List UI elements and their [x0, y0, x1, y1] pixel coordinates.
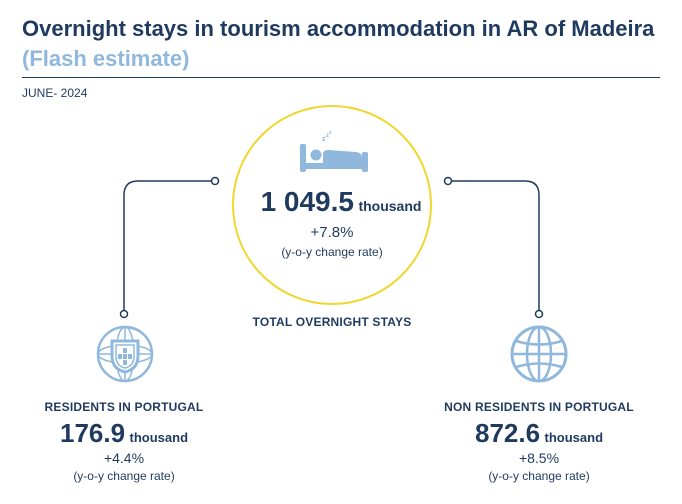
non-residents-value-line: 872.6 thousand — [439, 418, 639, 449]
globe-icon — [510, 325, 568, 383]
residents-value-line: 176.9 thousand — [24, 418, 224, 449]
left-connector — [123, 180, 215, 313]
right-connector-top-dot — [443, 176, 453, 186]
reference-date: JUNE- 2024 — [22, 86, 88, 100]
total-change-note: (y-o-y change rate) — [281, 245, 383, 259]
svg-text:z: z — [329, 130, 332, 136]
residents-value: 176.9 — [59, 418, 126, 448]
non-residents-unit: thousand — [544, 430, 604, 445]
total-highlight-circle — [232, 105, 432, 305]
right-connector — [448, 180, 540, 313]
total-label: TOTAL OVERNIGHT STAYS — [252, 315, 412, 329]
right-connector-bottom-dot — [534, 309, 544, 319]
bed-icon: z z z — [300, 130, 368, 172]
non-residents-label: NON RESIDENTS IN PORTUGAL — [444, 400, 634, 414]
left-connector-bottom-dot — [119, 309, 129, 319]
non-residents-change-note: (y-o-y change rate) — [488, 469, 590, 483]
title-divider — [22, 77, 660, 78]
total-change: +7.8% — [310, 224, 354, 241]
residents-change: +4.4% — [103, 450, 145, 466]
residents-change-note: (y-o-y change rate) — [73, 469, 175, 483]
residents-unit: thousand — [129, 430, 189, 445]
portugal-coat-of-arms-icon — [96, 325, 154, 383]
residents-label: RESIDENTS IN PORTUGAL — [44, 400, 204, 414]
total-value: 1 049.5 — [260, 186, 354, 217]
page-subtitle: (Flash estimate) — [22, 46, 190, 71]
total-value-line: 1 049.5 thousand — [0, 186, 682, 218]
total-unit: thousand — [358, 198, 422, 214]
page-title: Overnight stays in tourism accommodation… — [22, 16, 655, 41]
left-connector-top-dot — [210, 176, 220, 186]
non-residents-value: 872.6 — [474, 418, 541, 448]
non-residents-change: +8.5% — [518, 450, 560, 466]
svg-text:z: z — [322, 136, 326, 143]
svg-text:z: z — [326, 133, 329, 139]
